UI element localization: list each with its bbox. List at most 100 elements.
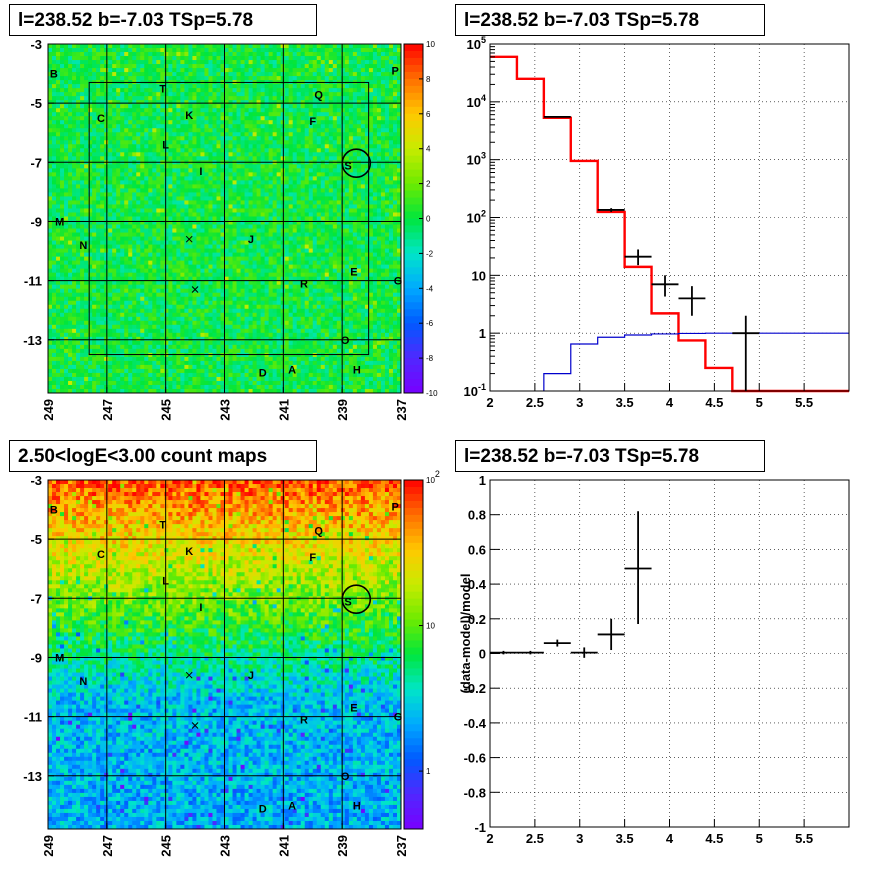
residual-pixel <box>384 200 390 205</box>
residual-pixel <box>320 48 326 53</box>
residual-pixel <box>388 256 394 262</box>
residual-pixel <box>68 248 73 254</box>
residual-pixel <box>160 112 165 117</box>
residual-pixel <box>100 124 105 129</box>
residual-pixel <box>64 244 69 250</box>
residual-pixel <box>176 240 181 246</box>
residual-pixel <box>388 84 394 89</box>
residual-pixel <box>220 144 225 149</box>
residual-pixel <box>336 156 342 161</box>
residual-pixel <box>220 196 225 201</box>
residual-pixel <box>172 108 177 113</box>
residual-pixel <box>360 212 366 217</box>
residual-pixel <box>368 216 374 221</box>
residual-pixel <box>244 172 250 177</box>
residual-pixel <box>276 264 282 270</box>
residual-pixel <box>392 232 398 238</box>
residual-pixel <box>240 220 246 226</box>
residual-pixel <box>284 104 290 109</box>
residual-pixel <box>108 152 113 157</box>
residual-pixel <box>64 224 69 230</box>
residual-pixel <box>392 196 398 201</box>
residual-pixel <box>144 100 149 105</box>
residual-pixel <box>160 56 165 61</box>
residual-pixel <box>148 128 153 133</box>
residual-pixel <box>80 108 85 113</box>
residual-pixel <box>80 52 85 57</box>
residual-pixel <box>348 256 354 262</box>
residual-pixel <box>224 196 230 201</box>
residual-pixel <box>84 212 89 217</box>
residual-pixel <box>240 188 246 193</box>
residual-pixel <box>200 140 205 145</box>
residual-pixel <box>172 232 177 238</box>
residual-pixel <box>120 244 125 250</box>
residual-pixel <box>68 236 73 242</box>
residual-pixel <box>72 140 77 145</box>
residual-pixel <box>204 240 209 246</box>
residual-pixel <box>128 196 133 201</box>
residual-pixel <box>128 156 133 161</box>
residual-pixel <box>120 260 125 266</box>
residual-pixel <box>72 64 77 69</box>
residual-pixel <box>52 152 57 157</box>
residual-pixel <box>72 120 77 125</box>
residual-pixel <box>368 84 374 89</box>
residual-pixel <box>72 176 77 181</box>
residual-pixel <box>364 216 370 221</box>
residual-pixel <box>96 96 101 101</box>
residual-pixel <box>84 156 89 161</box>
residual-pixel <box>292 148 298 153</box>
residual-pixel <box>148 208 153 213</box>
residual-pixel <box>124 240 129 246</box>
residual-pixel <box>72 56 77 61</box>
residual-pixel <box>268 72 274 77</box>
residual-pixel <box>72 156 77 161</box>
residual-pixel <box>180 236 185 242</box>
residual-pixel <box>52 216 57 221</box>
residual-pixel <box>324 132 330 137</box>
residual-pixel <box>352 112 358 117</box>
residual-pixel <box>312 56 318 61</box>
residual-pixel <box>112 84 117 89</box>
residual-pixel <box>276 152 282 157</box>
residual-pixel <box>80 104 85 109</box>
residual-pixel <box>216 116 221 121</box>
residual-pixel <box>276 100 282 105</box>
residual-pixel <box>148 164 153 169</box>
residual-pixel <box>184 60 189 65</box>
residual-pixel <box>344 180 350 185</box>
residual-pixel <box>164 256 169 262</box>
residual-pixel <box>296 228 302 234</box>
residual-pixel <box>112 136 117 141</box>
residual-pixel <box>228 140 234 145</box>
residual-pixel <box>380 92 386 97</box>
residual-pixel <box>68 88 73 93</box>
residual-pixel <box>308 72 314 77</box>
residual-pixel <box>332 252 338 258</box>
residual-pixel <box>236 172 242 177</box>
residual-pixel <box>68 196 73 201</box>
residual-pixel <box>388 228 394 234</box>
residual-pixel <box>136 88 141 93</box>
residual-pixel <box>188 76 193 81</box>
residual-pixel <box>252 184 258 189</box>
residual-pixel <box>236 260 242 266</box>
residual-pixel <box>392 192 398 197</box>
residual-pixel <box>240 180 246 185</box>
residual-pixel <box>300 180 306 185</box>
residual-pixel <box>336 240 342 246</box>
residual-pixel <box>392 124 398 129</box>
residual-pixel <box>296 96 302 101</box>
residual-pixel <box>300 124 306 129</box>
residual-pixel <box>152 172 157 177</box>
residual-pixel <box>204 192 209 197</box>
residual-pixel <box>168 184 173 189</box>
residual-pixel <box>216 256 221 262</box>
residual-pixel <box>256 228 262 234</box>
residual-pixel <box>388 212 394 217</box>
residual-pixel <box>144 148 149 153</box>
residual-pixel <box>124 144 129 149</box>
residual-pixel <box>168 188 173 193</box>
residual-pixel <box>112 228 117 234</box>
